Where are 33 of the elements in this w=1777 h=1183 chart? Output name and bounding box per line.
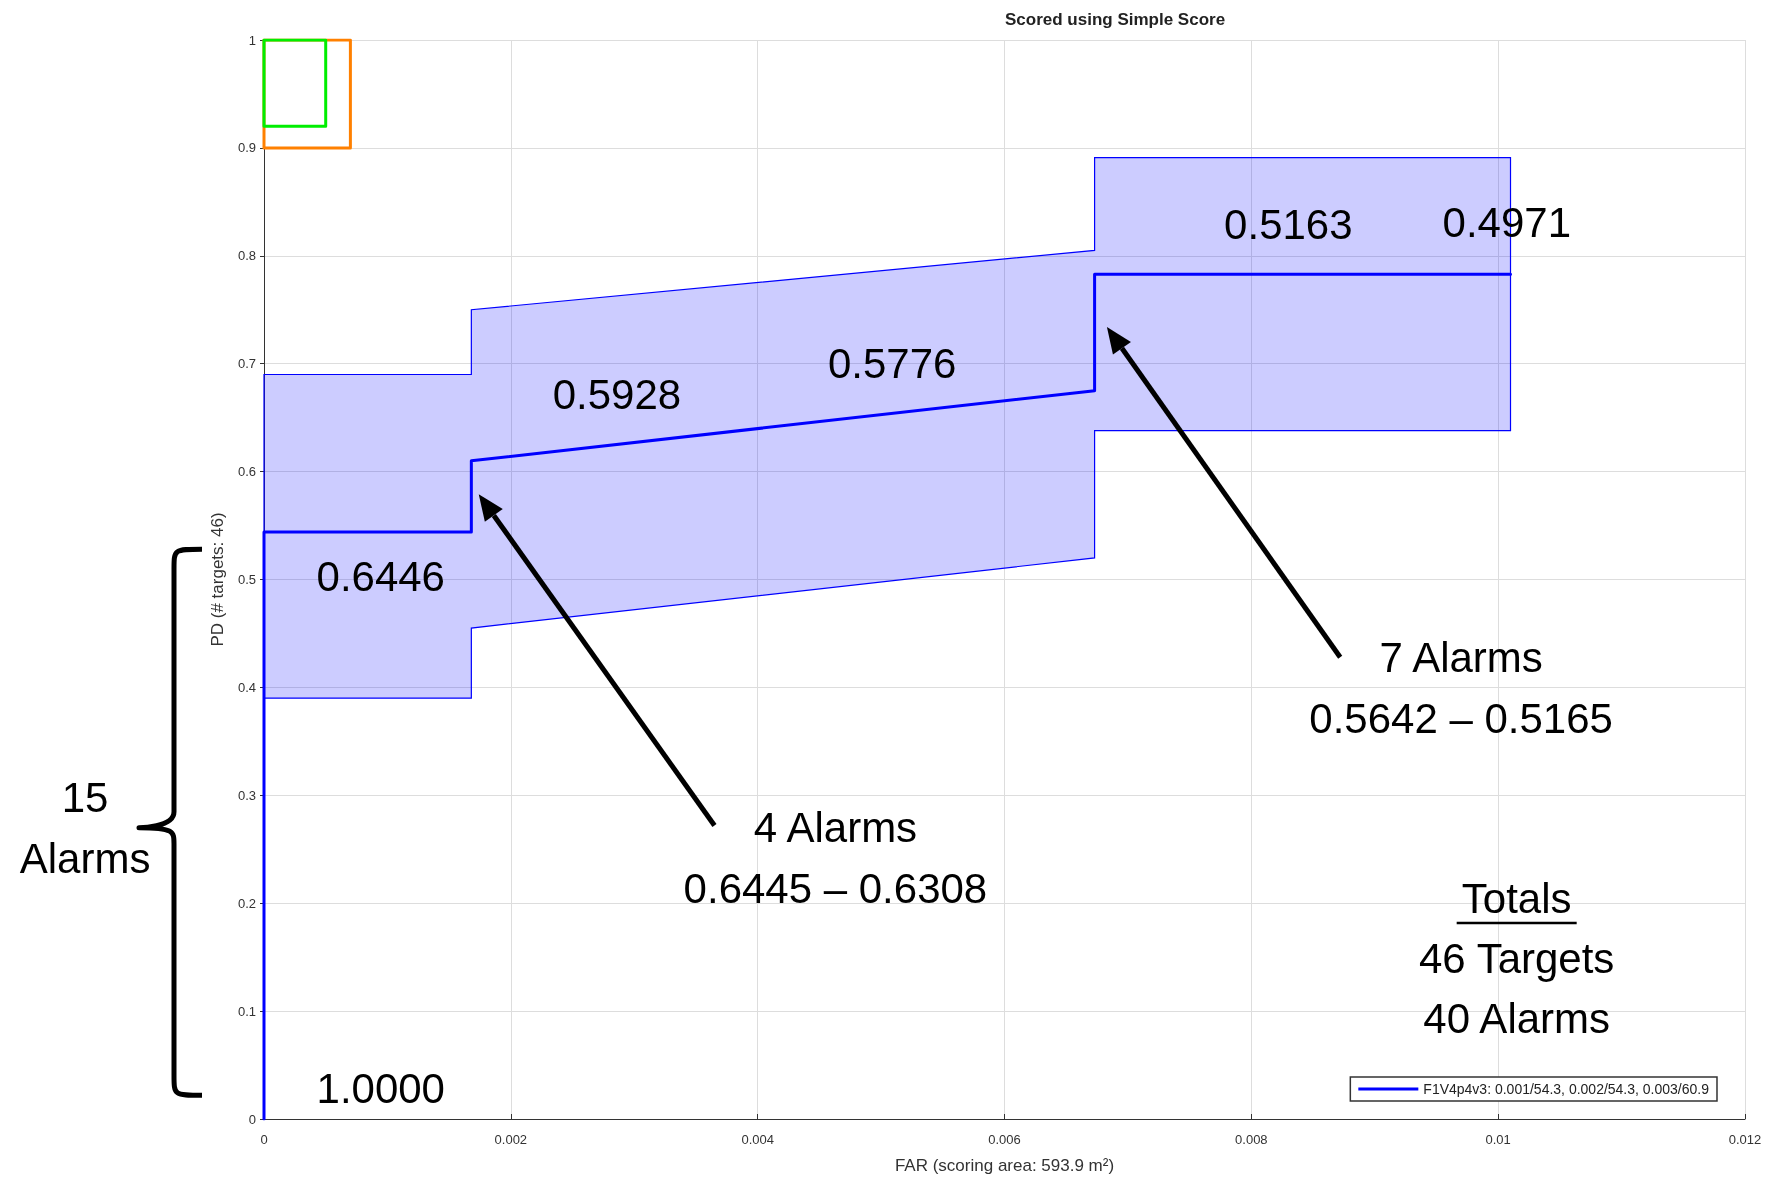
x-tick-label: 0.01 xyxy=(1485,1132,1511,1147)
annotation: 0.5776 xyxy=(827,340,957,388)
annotation: 46 Targets xyxy=(1419,934,1615,982)
y-tick-label: 0.8 xyxy=(237,248,256,264)
x-tick-label: 0.006 xyxy=(988,1132,1021,1147)
y-tick-label: 0 xyxy=(248,1111,256,1127)
y-tick-label: 0.6 xyxy=(237,464,256,480)
x-tick-label: 0.002 xyxy=(494,1132,528,1147)
annotation: 4 Alarms 0.6445 – 0.6308 xyxy=(683,803,988,912)
annotation: 0.6446 xyxy=(316,552,445,600)
text: 15 Alarms xyxy=(19,773,151,882)
x-tick-label: 0 xyxy=(260,1132,268,1147)
x-tick-label: 0.008 xyxy=(1235,1132,1268,1147)
y-tick-label: 0.3 xyxy=(237,787,256,803)
annotation: 0.5928 xyxy=(552,371,682,419)
y-tick-label: 0.2 xyxy=(237,895,256,911)
y-tick-label: 0.9 xyxy=(237,140,256,156)
y-tick-label: 0.4 xyxy=(237,679,256,695)
annotation: 40 Alarms xyxy=(1423,995,1611,1043)
legend-label: F1V4p4v3: 0.001/54.3, 0.002/54.3, 0.003/60.9 xyxy=(1423,1081,1710,1097)
annotation: Totals xyxy=(1461,875,1572,923)
y-tick-label: 1 xyxy=(248,32,256,48)
annotation: 0.5163 xyxy=(1224,201,1353,249)
chart-title: Scored using Simple Score xyxy=(1005,10,1226,29)
x-tick-label: 0.004 xyxy=(741,1132,774,1147)
y-tick-label: 0.7 xyxy=(237,356,256,372)
annotation: 1.0000 xyxy=(316,1065,445,1113)
x-tick-label: 0.012 xyxy=(1728,1132,1762,1147)
y-axis-title: PD (# targets: 46) xyxy=(208,512,227,647)
y-tick-label: 0.5 xyxy=(237,572,256,587)
annotation: 7 Alarms 0.5642 – 0.5165 xyxy=(1309,634,1613,743)
x-axis-title: FAR (scoring area: 593.9 m²) xyxy=(894,1156,1115,1175)
y-tick-label: 0.1 xyxy=(237,1003,256,1019)
